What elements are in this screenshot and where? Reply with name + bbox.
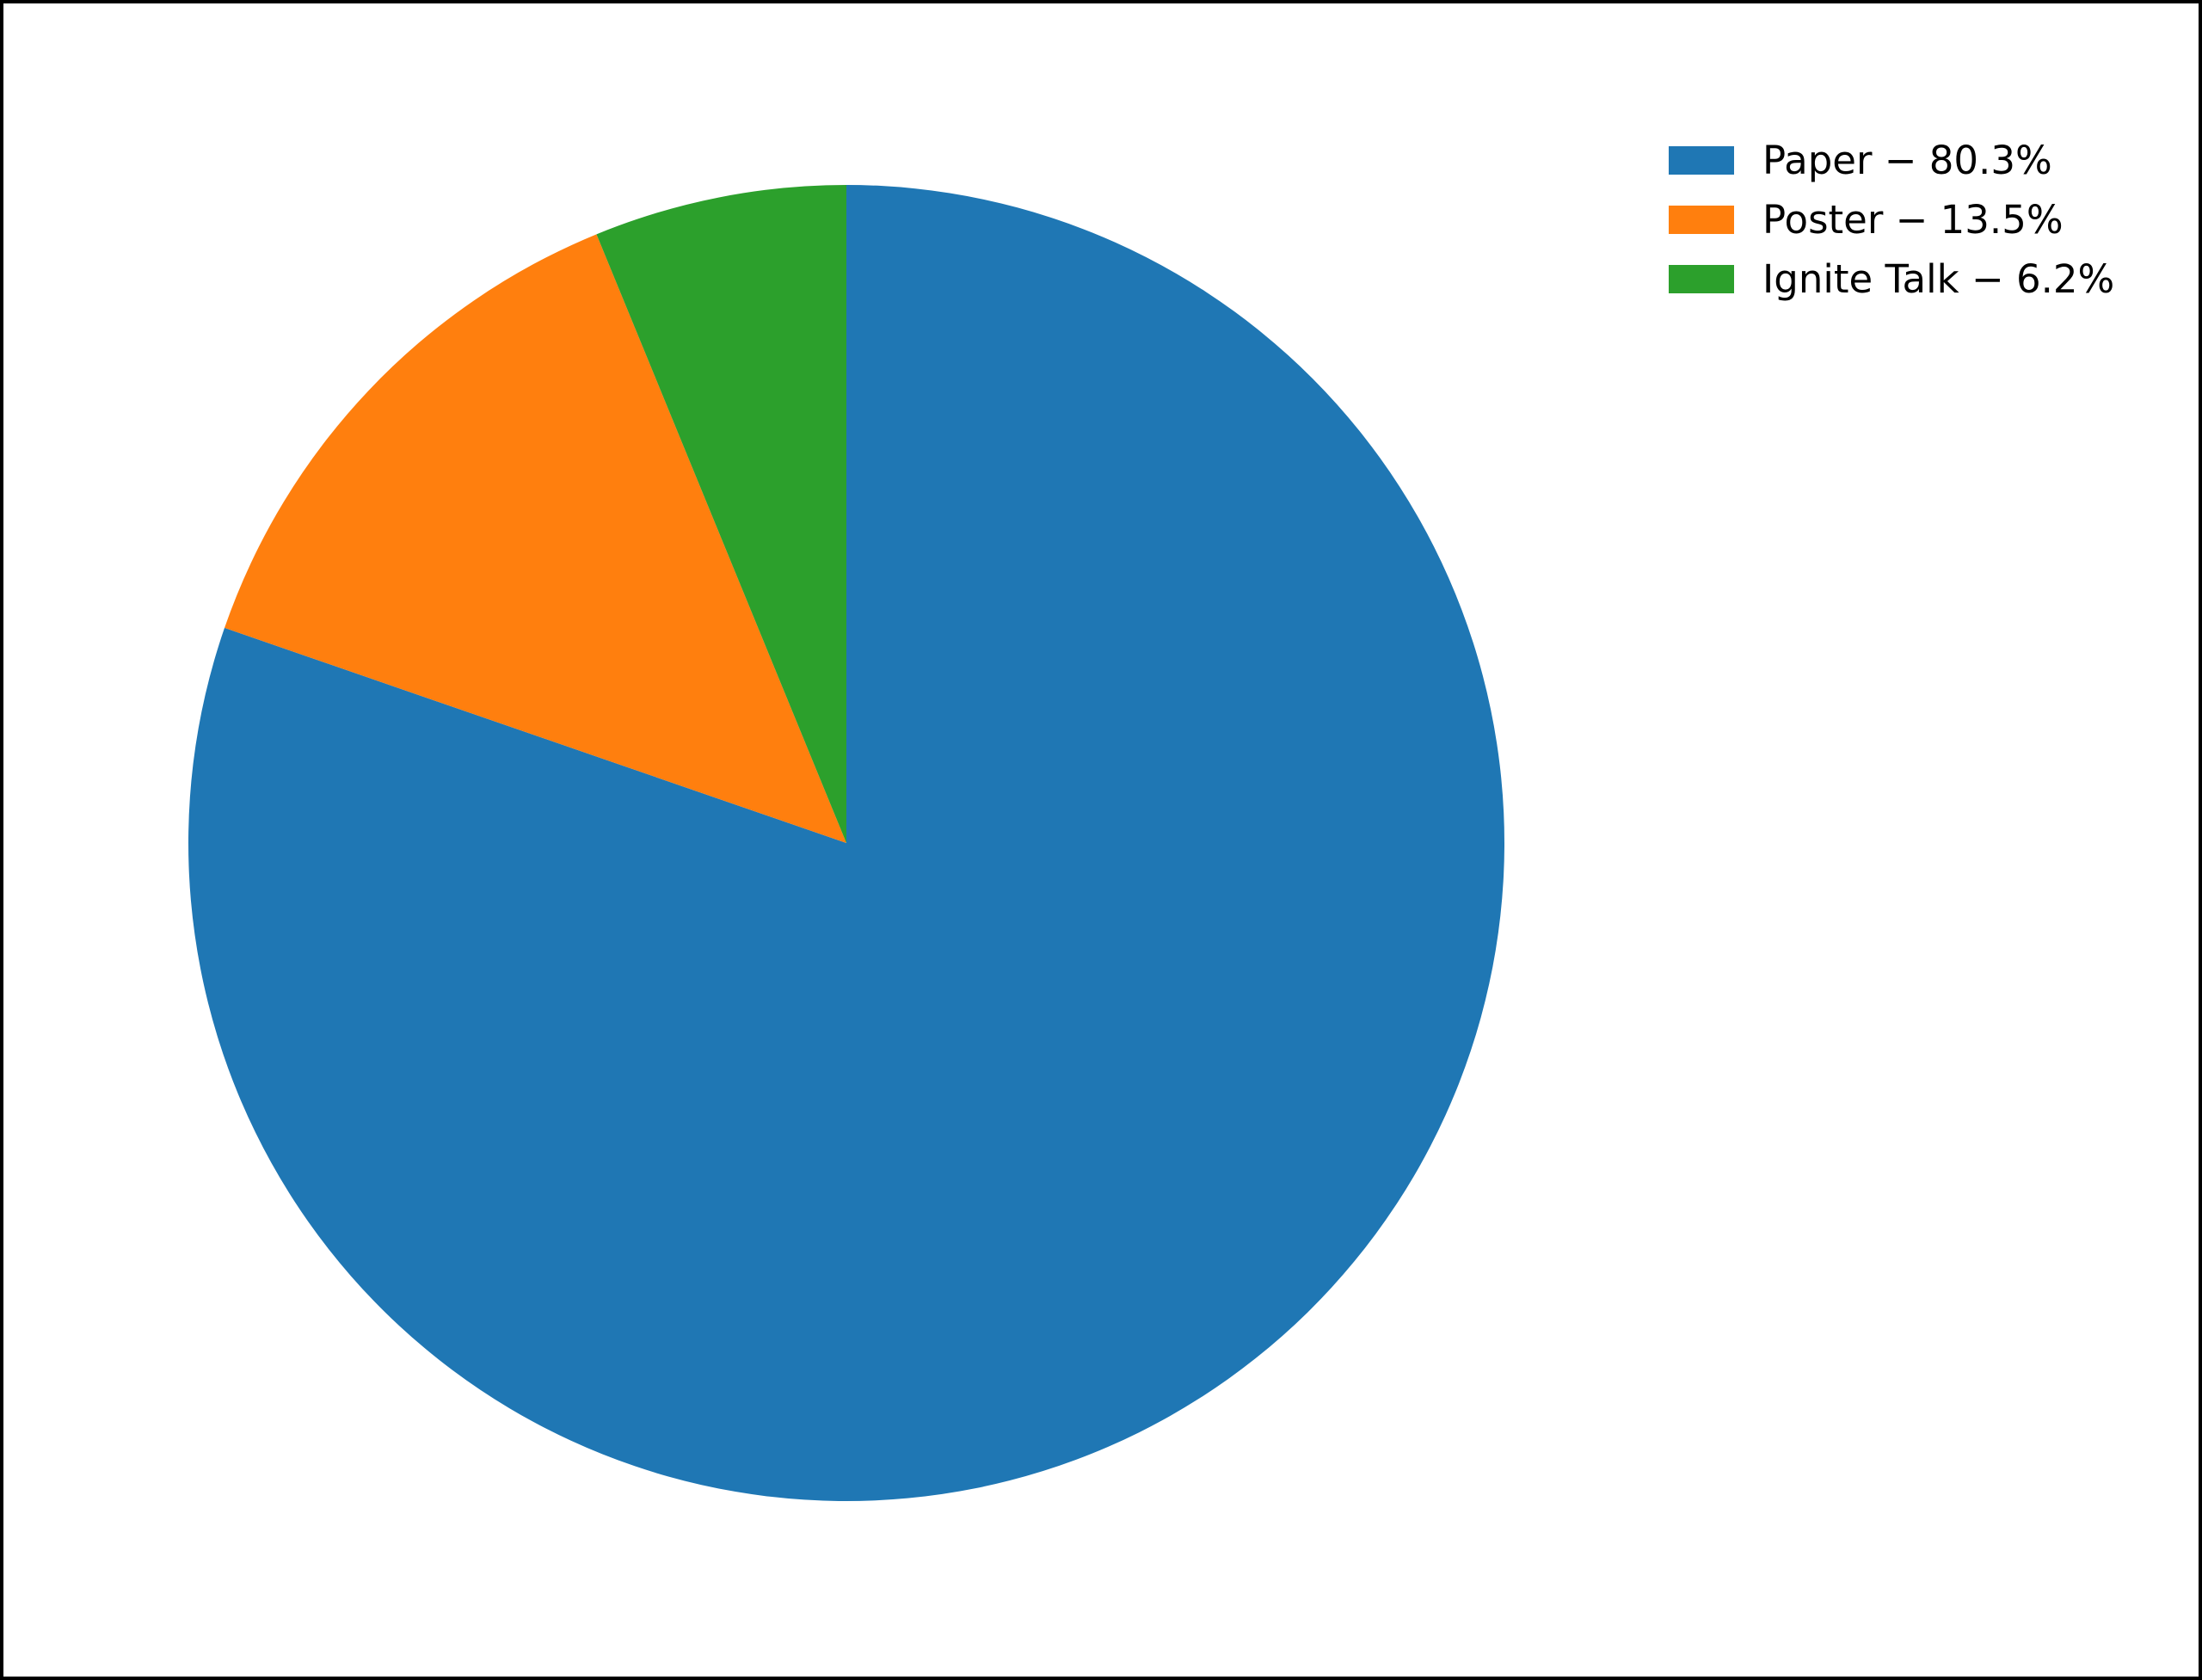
pie-slice-paper [188, 185, 1505, 1501]
pie-slice-poster [225, 234, 846, 843]
legend-swatch-paper-icon [1669, 146, 1734, 175]
legend-label-poster: Poster − 13.5% [1762, 197, 2064, 243]
legend-swatch-poster-icon [1669, 206, 1734, 234]
legend-item-poster: Poster − 13.5% [1669, 200, 2114, 239]
pie-chart [188, 185, 1505, 1501]
pie-slice-ignite-talk [596, 185, 846, 843]
legend-swatch-ignite-talk-icon [1669, 265, 1734, 293]
legend-label-ignite-talk: Ignite Talk − 6.2% [1762, 256, 2115, 302]
legend-item-paper: Paper − 80.3% [1669, 141, 2114, 180]
legend-item-ignite-talk: Ignite Talk − 6.2% [1669, 260, 2114, 298]
legend-label-paper: Paper − 80.3% [1762, 138, 2052, 183]
legend: Paper − 80.3% Poster − 13.5% Ignite Talk… [1669, 141, 2114, 298]
